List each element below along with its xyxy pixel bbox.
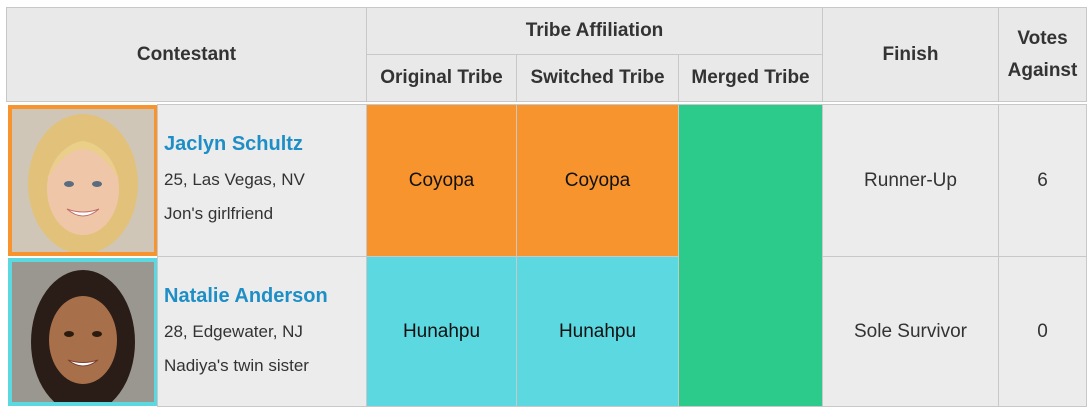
header-cell: Votes Against bbox=[998, 7, 1087, 102]
contestant-details: 25, Las Vegas, NV bbox=[164, 170, 305, 189]
tribe-cell: Hunahpu bbox=[516, 256, 679, 407]
contestant-details: 28, Edgewater, NJ bbox=[164, 322, 303, 341]
tribe-cell: Coyopa bbox=[366, 104, 517, 257]
contestant-info: Jaclyn Schultz 25, Las Vegas, NV Jon's g… bbox=[157, 104, 367, 257]
contestant-info: Natalie Anderson 28, Edgewater, NJ Nadiy… bbox=[157, 256, 367, 407]
header-cell: Switched Tribe bbox=[516, 54, 679, 102]
contestant-name[interactable]: Jaclyn Schultz bbox=[164, 133, 303, 155]
merged-tribe-cell bbox=[678, 104, 823, 407]
contestant-note: Nadiya's twin sister bbox=[164, 356, 309, 375]
votes-cell: 0 bbox=[998, 256, 1087, 407]
contestant-photo bbox=[8, 258, 158, 408]
contestant-photo bbox=[8, 105, 158, 256]
finish-cell: Sole Survivor bbox=[822, 256, 999, 407]
tribe-cell: Coyopa bbox=[516, 104, 679, 257]
photo-art bbox=[12, 109, 154, 254]
header-cell: Contestant bbox=[6, 7, 367, 102]
header-cell: Finish bbox=[822, 7, 999, 102]
contestant-note: Jon's girlfriend bbox=[164, 204, 274, 223]
votes-cell: 6 bbox=[998, 104, 1087, 257]
contestant-name[interactable]: Natalie Anderson bbox=[164, 285, 328, 307]
tribe-cell: Hunahpu bbox=[366, 256, 517, 407]
finish-cell: Runner-Up bbox=[822, 104, 999, 257]
header-cell: Merged Tribe bbox=[678, 54, 823, 102]
header-cell: Original Tribe bbox=[366, 54, 517, 102]
photo-art bbox=[12, 262, 154, 408]
header-cell: Tribe Affiliation bbox=[366, 7, 823, 55]
